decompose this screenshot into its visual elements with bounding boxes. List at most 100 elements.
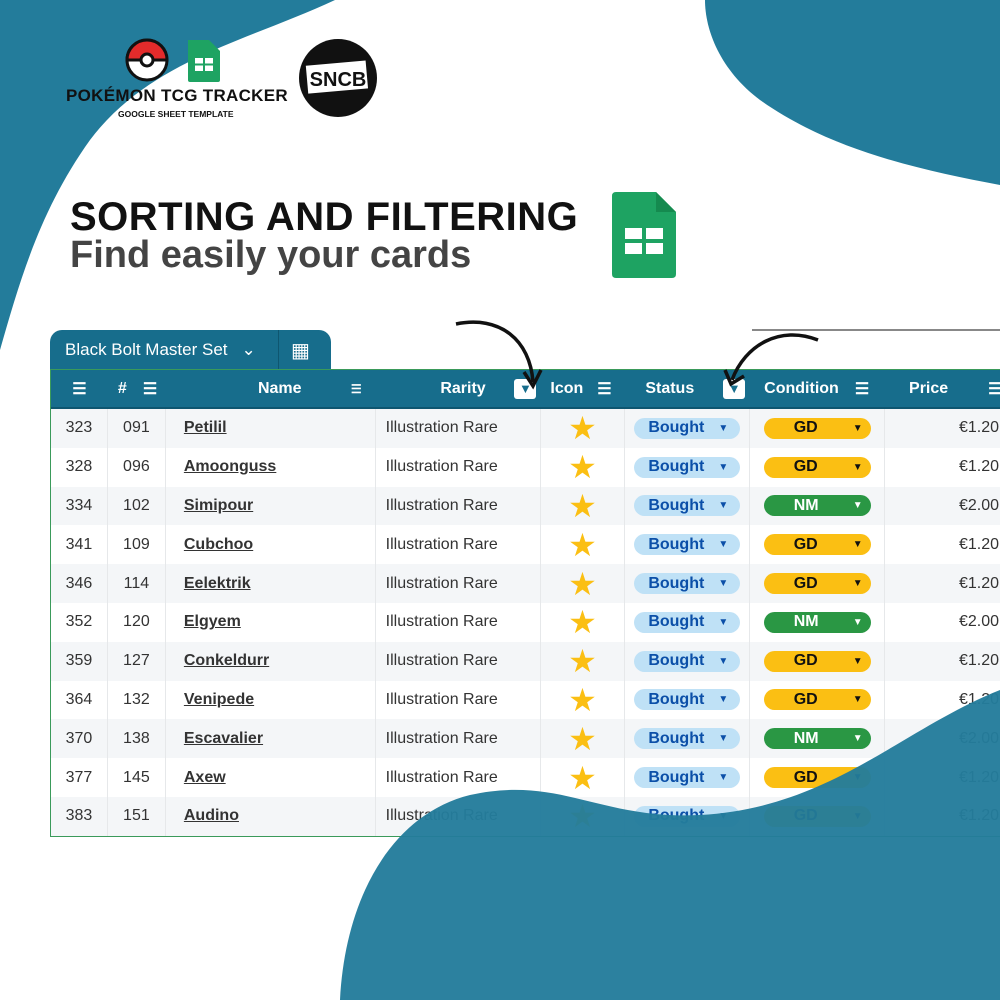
dropdown-arrow-icon: ▼ bbox=[718, 422, 729, 434]
card-number[interactable]: 120 bbox=[108, 602, 166, 642]
column-header-name[interactable]: Name bbox=[257, 379, 302, 397]
card-number[interactable]: 109 bbox=[108, 525, 166, 565]
status-dropdown[interactable]: Bought ▼ bbox=[634, 534, 741, 556]
card-number[interactable]: 145 bbox=[108, 758, 166, 797]
card-number[interactable]: 102 bbox=[108, 486, 166, 526]
condition-dropdown[interactable]: NM ▼ bbox=[763, 728, 871, 750]
status-dropdown[interactable]: Bought ▼ bbox=[634, 417, 741, 439]
status-dropdown[interactable]: Bought ▼ bbox=[634, 495, 741, 517]
status-dropdown[interactable]: Bought ▼ bbox=[634, 689, 741, 711]
card-number[interactable]: 127 bbox=[108, 641, 166, 681]
card-rarity[interactable]: Illustration Rare bbox=[376, 796, 541, 836]
card-price[interactable]: €2.00 bbox=[885, 603, 1000, 642]
status-dropdown[interactable]: Bought ▼ bbox=[634, 611, 741, 633]
filter-icon[interactable]: ☰ bbox=[854, 380, 870, 398]
column-header-price[interactable]: Price bbox=[909, 379, 949, 397]
card-name-link[interactable]: Audino bbox=[183, 807, 239, 825]
status-dropdown[interactable]: Bought ▼ bbox=[634, 805, 741, 827]
card-price[interactable]: €1.20 bbox=[885, 642, 1000, 681]
card-rarity[interactable]: Illustration Rare bbox=[376, 564, 541, 603]
active-filter-icon[interactable]: ▼ bbox=[514, 378, 537, 399]
active-filter-icon[interactable]: ▼ bbox=[723, 378, 746, 399]
card-name-link[interactable]: Simipour bbox=[183, 496, 254, 514]
card-rarity[interactable]: Illustration Rare bbox=[376, 525, 541, 565]
condition-dropdown[interactable]: GD ▼ bbox=[763, 417, 871, 439]
cards-table: ☰ # ☰ Name ☰ Rarity ▼ Icon ☰ Status ▼ Conditi… bbox=[50, 369, 1000, 837]
card-name-link[interactable]: Cubchoo bbox=[183, 535, 254, 553]
status-dropdown[interactable]: Bought ▼ bbox=[634, 650, 741, 672]
condition-dropdown[interactable]: GD ▼ bbox=[763, 456, 871, 478]
card-price[interactable]: €1.20 bbox=[885, 564, 1000, 603]
card-name-link[interactable]: Petilil bbox=[183, 419, 227, 437]
condition-dropdown[interactable]: GD ▼ bbox=[763, 805, 871, 827]
card-name-link[interactable]: Conkeldurr bbox=[183, 652, 270, 670]
star-icon: ★ bbox=[568, 720, 597, 757]
brand-title: POKÉMON TCG TRACKER bbox=[66, 86, 288, 105]
column-header-number[interactable]: # bbox=[117, 379, 127, 397]
card-price[interactable]: €2.00 bbox=[885, 719, 1000, 758]
status-dropdown[interactable]: Bought ▼ bbox=[634, 573, 741, 595]
filter-icon[interactable]: ☰ bbox=[142, 380, 158, 398]
card-name-link[interactable]: Amoonguss bbox=[183, 458, 277, 476]
dropdown-arrow-icon: ▼ bbox=[718, 500, 729, 512]
filter-icon[interactable]: ☰ bbox=[597, 380, 612, 398]
card-price[interactable]: €1.20 bbox=[885, 758, 1000, 797]
row-index: 383 bbox=[51, 796, 108, 836]
row-index: 377 bbox=[51, 758, 108, 797]
card-number[interactable]: 096 bbox=[108, 447, 166, 487]
card-price[interactable]: €2.00 bbox=[885, 487, 1000, 526]
condition-dropdown[interactable]: NM ▼ bbox=[763, 495, 871, 517]
condition-dropdown[interactable]: NM ▼ bbox=[763, 611, 871, 633]
dropdown-arrow-icon: ▼ bbox=[718, 810, 729, 822]
card-rarity[interactable]: Illustration Rare bbox=[376, 758, 541, 797]
status-value: Bought bbox=[648, 419, 705, 437]
dropdown-arrow-icon: ▼ bbox=[852, 500, 863, 512]
column-header-rarity[interactable]: Rarity bbox=[440, 379, 486, 397]
column-header-status[interactable]: Status bbox=[645, 379, 695, 397]
table-row: 364 132 Venipede Illustration Rare ★ Bou… bbox=[51, 680, 1000, 720]
card-rarity[interactable]: Illustration Rare bbox=[376, 602, 541, 642]
card-name-link[interactable]: Escavalier bbox=[183, 729, 264, 747]
status-dropdown[interactable]: Bought ▼ bbox=[634, 767, 741, 789]
card-name-link[interactable]: Elgyem bbox=[183, 613, 241, 631]
card-number[interactable]: 114 bbox=[108, 564, 166, 603]
card-price[interactable]: €1.20 bbox=[885, 525, 1000, 564]
table-row: 352 120 Elgyem Illustration Rare ★ Bough… bbox=[51, 602, 1000, 642]
card-rarity[interactable]: Illustration Rare bbox=[376, 409, 541, 448]
card-rarity[interactable]: Illustration Rare bbox=[376, 680, 541, 720]
row-index: 323 bbox=[51, 409, 108, 448]
card-number[interactable]: 138 bbox=[108, 719, 166, 759]
card-price[interactable]: €1.20 bbox=[885, 448, 1000, 487]
condition-value: NM bbox=[793, 613, 819, 631]
column-header-icon[interactable]: Icon bbox=[550, 379, 584, 397]
card-price[interactable]: €1.20 bbox=[885, 797, 1000, 836]
card-name-link[interactable]: Eelektrik bbox=[183, 574, 251, 592]
card-name-link[interactable]: Axew bbox=[183, 768, 226, 786]
card-number[interactable]: 132 bbox=[108, 680, 166, 720]
condition-dropdown[interactable]: GD ▼ bbox=[763, 534, 871, 556]
card-name-link[interactable]: Venipede bbox=[183, 690, 255, 708]
filter-icon[interactable]: ☰ bbox=[988, 380, 1000, 398]
filter-icon[interactable]: ☰ bbox=[72, 380, 87, 398]
card-rarity[interactable]: Illustration Rare bbox=[376, 641, 541, 681]
card-number[interactable]: 091 bbox=[108, 409, 166, 448]
chevron-down-icon[interactable]: ⌄ bbox=[241, 340, 256, 359]
card-rarity[interactable]: Illustration Rare bbox=[376, 486, 541, 526]
column-header-condition[interactable]: Condition bbox=[764, 379, 839, 397]
filter-icon[interactable]: ☰ bbox=[350, 381, 362, 396]
card-price[interactable]: €1.20 bbox=[885, 681, 1000, 720]
star-icon: ★ bbox=[568, 759, 597, 796]
card-rarity[interactable]: Illustration Rare bbox=[376, 447, 541, 487]
status-dropdown[interactable]: Bought ▼ bbox=[634, 728, 741, 750]
condition-dropdown[interactable]: GD ▼ bbox=[763, 689, 871, 711]
dropdown-arrow-icon: ▼ bbox=[852, 422, 863, 434]
sheet-tab[interactable]: Black Bolt Master Set ⌄ ▦ bbox=[50, 330, 331, 370]
table-icon[interactable]: ▦ bbox=[291, 339, 310, 362]
condition-dropdown[interactable]: GD ▼ bbox=[763, 767, 871, 789]
condition-dropdown[interactable]: GD ▼ bbox=[763, 650, 871, 672]
card-price[interactable]: €1.20 bbox=[885, 409, 1000, 448]
status-dropdown[interactable]: Bought ▼ bbox=[634, 456, 741, 478]
condition-dropdown[interactable]: GD ▼ bbox=[763, 573, 871, 595]
card-number[interactable]: 151 bbox=[108, 796, 166, 836]
card-rarity[interactable]: Illustration Rare bbox=[376, 719, 541, 759]
